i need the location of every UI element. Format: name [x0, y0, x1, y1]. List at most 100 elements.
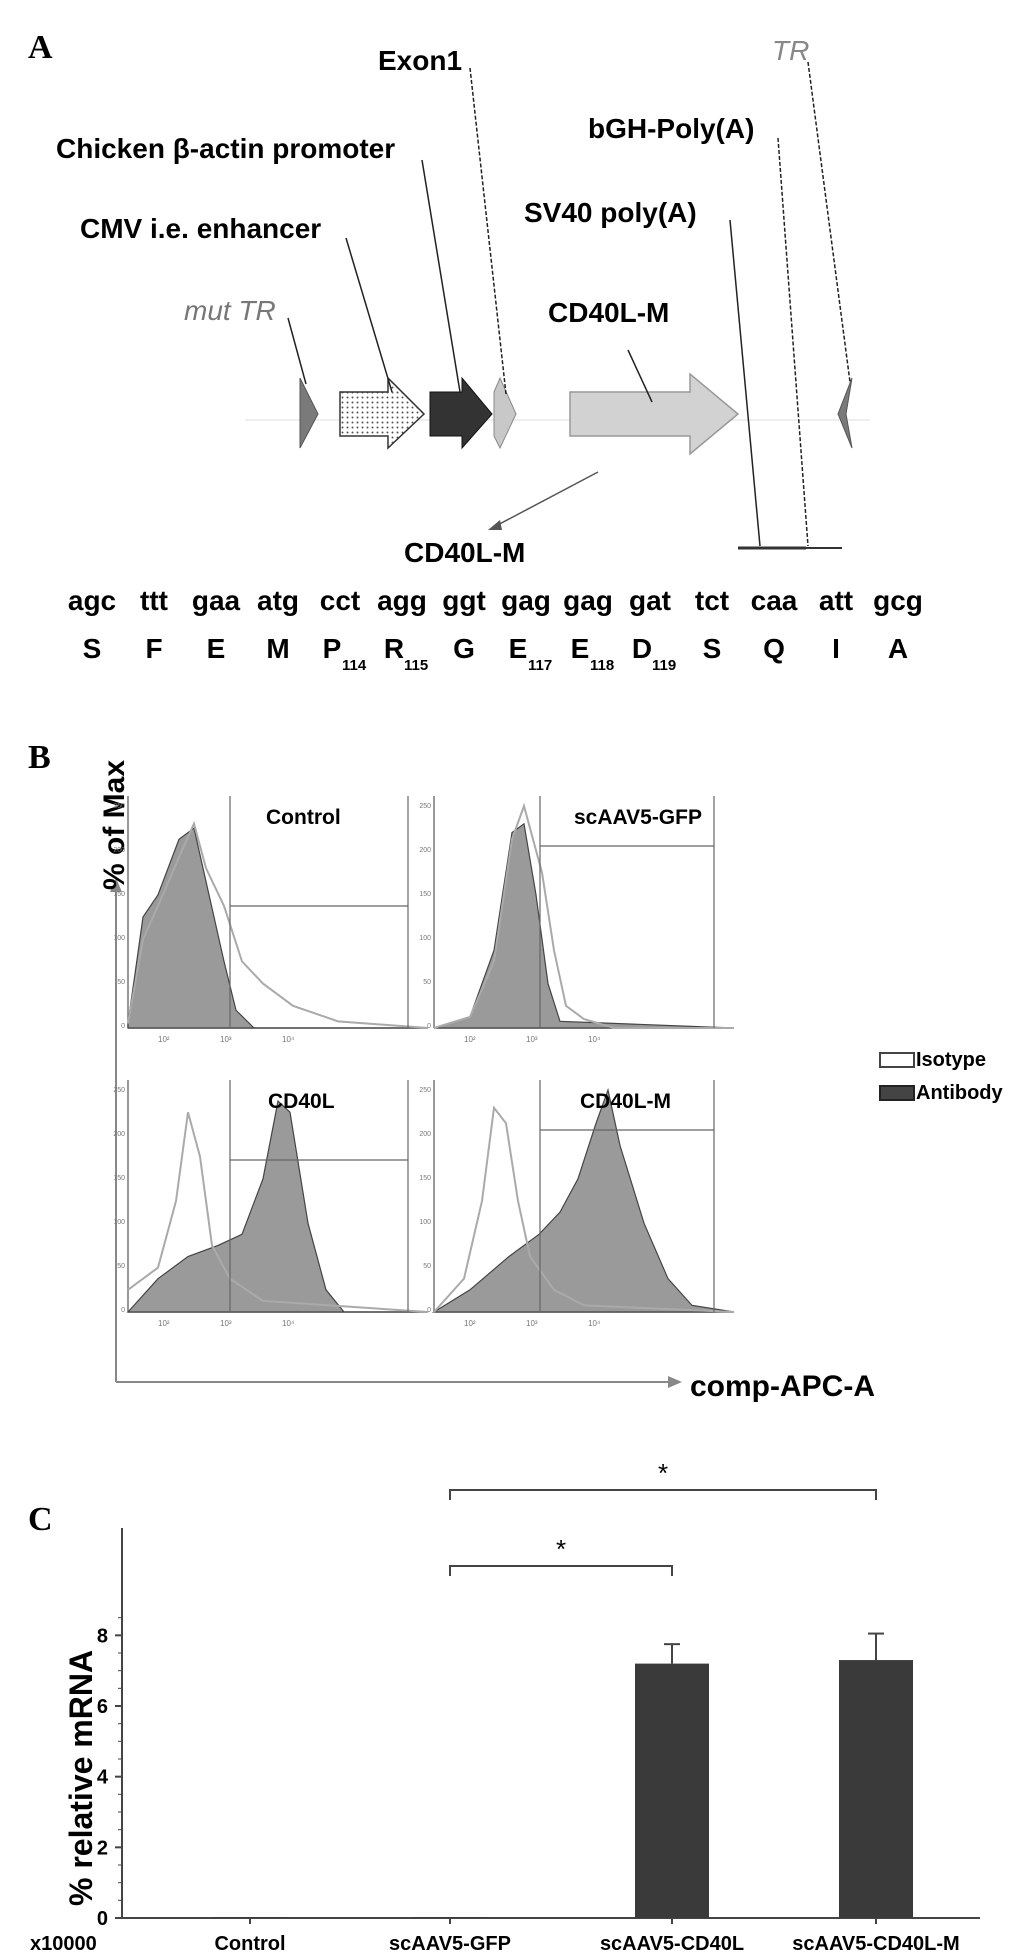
plot-y-tick: 200	[113, 1131, 125, 1138]
label-chicken-promoter: Chicken β-actin promoter	[56, 133, 395, 164]
sequence-pointer-head	[488, 520, 502, 530]
flow-plot: 250 200 150 100 50 0 10² 10³ 10⁴ scAAV5-GFP	[419, 796, 735, 1044]
amino-acid: Q	[763, 633, 785, 664]
amino-acid: M	[266, 633, 289, 664]
bar-category-label: Control	[214, 1933, 285, 1955]
plot-y-tick: 0	[427, 1023, 431, 1030]
plot-x-tick: 10³	[526, 1319, 538, 1328]
plot-x-tick: 10⁴	[588, 1035, 601, 1044]
isotype-histogram	[127, 820, 429, 1029]
label-tr: TR	[772, 35, 809, 66]
amino-acid-position: 118	[590, 657, 614, 674]
plot-x-tick: 10³	[526, 1035, 538, 1044]
label-mut-tr: mut TR	[184, 295, 276, 326]
label-sv40-polya: SV40 poly(A)	[524, 197, 697, 228]
plot-x-tick: 10⁴	[282, 1319, 295, 1328]
flow-ylabel: % of Max	[98, 760, 131, 890]
plot-x-tick: 10²	[158, 1035, 170, 1044]
bar-y-tick-label: 2	[97, 1837, 108, 1859]
label-cd40lm-bottom: CD40L-M	[404, 537, 525, 568]
antibody-histogram	[127, 827, 428, 1029]
plot-y-tick: 150	[113, 1175, 125, 1182]
plot-x-tick: 10⁴	[588, 1319, 601, 1328]
amino-acid: R	[384, 633, 404, 664]
plot-y-tick: 200	[113, 847, 125, 854]
amino-acid: F	[145, 633, 162, 664]
amino-acid: E	[207, 633, 226, 664]
codon: agg	[377, 585, 427, 616]
amino-acid: E	[509, 633, 528, 664]
panel-a-letter: A	[28, 29, 53, 66]
tr-leader	[807, 61, 851, 383]
plot-y-tick: 50	[423, 1263, 431, 1270]
codon: caa	[751, 585, 798, 616]
panel-c: C % relative mRNA x10000 0 2 4 6 8 Control scA…	[28, 1458, 980, 1955]
bar-multiplier: x10000	[30, 1933, 97, 1955]
label-exon1: Exon1	[378, 45, 462, 76]
bar-y-tick-label: 8	[97, 1625, 108, 1647]
amino-acid: S	[83, 633, 102, 664]
antibody-histogram	[433, 822, 735, 1029]
legend-antibody-label: Antibody	[916, 1082, 1004, 1104]
plot-y-tick: 100	[113, 1219, 125, 1226]
label-cd40lm-top: CD40L-M	[548, 297, 669, 328]
legend-antibody-swatch	[879, 1085, 915, 1101]
bar-ylabel: % relative mRNA	[63, 1650, 99, 1906]
isotype-histogram	[433, 1105, 735, 1313]
plot-x-tick: 10²	[464, 1035, 476, 1044]
plot-x-tick: 10²	[158, 1319, 170, 1328]
legend-isotype-swatch	[879, 1052, 915, 1068]
plot-title: CD40L	[268, 1090, 335, 1113]
isotype-histogram	[433, 802, 734, 1029]
amino-acid-position: 115	[404, 657, 428, 674]
tr-element	[837, 377, 853, 449]
bar	[839, 1660, 913, 1918]
panel-c-letter: C	[28, 1501, 53, 1538]
legend-isotype-label: Isotype	[916, 1049, 986, 1071]
amino-acid-position: 119	[652, 657, 676, 674]
plot-y-tick: 250	[113, 1087, 125, 1094]
codon: gag	[563, 585, 613, 616]
bar-chart: 0 2 4 6 8 Control scAAV5-GFP scAAV5-CD40L scAAV5…	[97, 1458, 980, 1955]
plot-y-tick: 0	[121, 1023, 125, 1030]
amino-acid: I	[832, 633, 840, 664]
plot-y-tick: 250	[419, 803, 431, 810]
panel-b-letter: B	[28, 739, 51, 776]
amino-acid-position: 114	[342, 657, 367, 674]
plot-y-tick: 250	[419, 1087, 431, 1094]
chicken-leader	[421, 159, 461, 393]
significance-label: *	[556, 1534, 566, 1564]
plot-y-tick: 200	[419, 1131, 431, 1138]
plot-y-tick: 50	[117, 1263, 125, 1270]
plot-y-tick: 150	[113, 891, 125, 898]
panel-b: B % of Max comp-APC-A 250 200 150 100 50 0 10²…	[28, 739, 1004, 1403]
amino-acid-position: 117	[528, 657, 552, 674]
codon: gaa	[192, 585, 241, 616]
bar-category-label: scAAV5-CD40L	[600, 1933, 744, 1955]
chicken-actin-promoter-element	[429, 376, 493, 450]
codon: agc	[68, 585, 116, 616]
bar-y-tick-label: 4	[97, 1767, 109, 1789]
amino-acid: A	[888, 633, 908, 664]
plot-y-tick: 150	[419, 891, 431, 898]
sequence-pointer	[491, 471, 599, 529]
amino-acid: P	[323, 633, 342, 664]
significance-bracket	[449, 1489, 877, 1500]
cmv-leader	[345, 237, 393, 393]
codon: ttt	[140, 585, 168, 616]
cmv-enhancer-element	[339, 376, 426, 450]
flow-plot: 250 200 150 100 50 0 10² 10³ 10⁴ CD40L	[113, 1080, 429, 1328]
codon: cct	[320, 585, 360, 616]
bar-y-tick-label: 6	[97, 1696, 108, 1718]
flow-x-arrow	[668, 1376, 682, 1388]
plot-y-tick: 100	[113, 935, 125, 942]
exon1-element	[493, 376, 517, 450]
plot-y-tick: 50	[423, 979, 431, 986]
plot-y-tick: 150	[419, 1175, 431, 1182]
plot-title: scAAV5-GFP	[574, 806, 702, 829]
codon: gat	[629, 585, 671, 616]
plot-y-tick: 0	[121, 1307, 125, 1314]
flow-y-arrow	[110, 878, 122, 892]
